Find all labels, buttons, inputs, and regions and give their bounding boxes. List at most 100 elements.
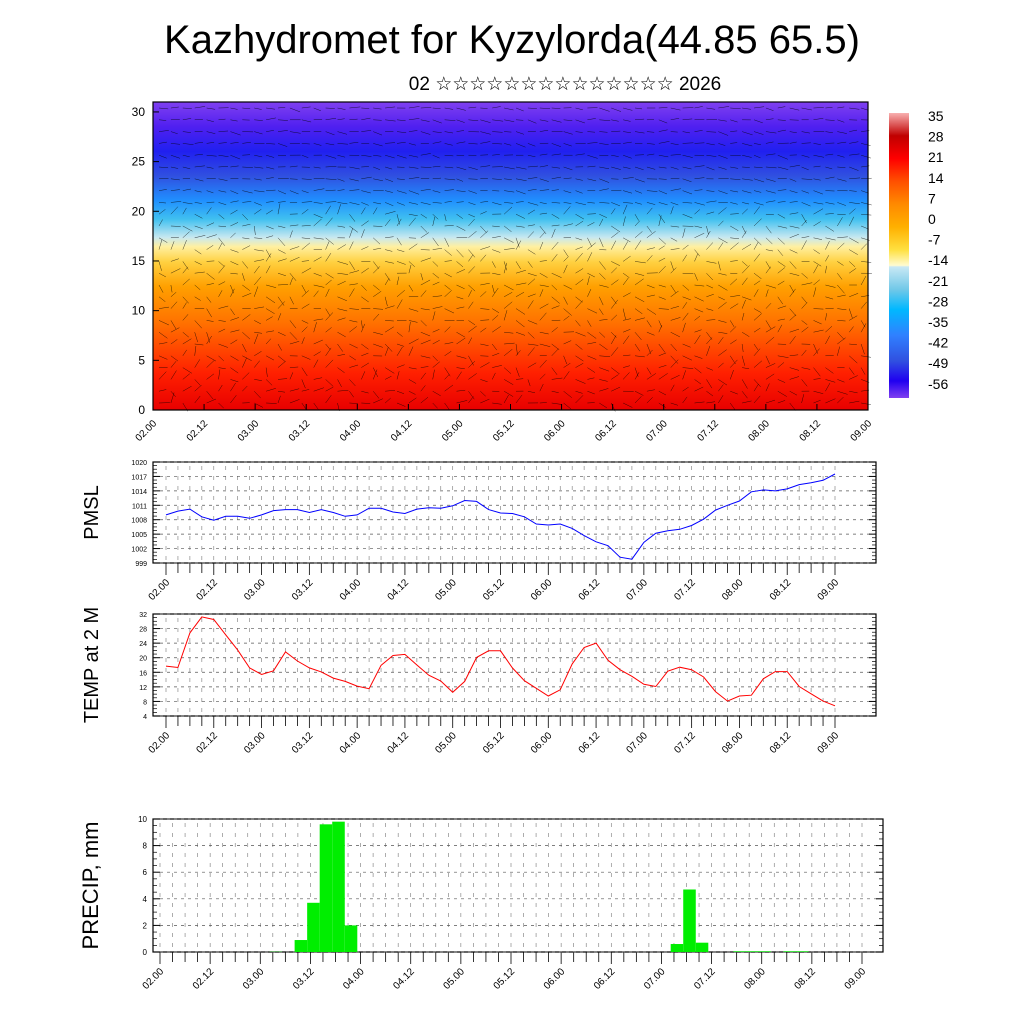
wind-barb (230, 142, 239, 144)
wind-barb (158, 141, 167, 144)
wind-barb (860, 367, 866, 375)
wind-barb (492, 326, 501, 333)
wind-barb (492, 272, 501, 276)
wind-barb (456, 201, 464, 203)
wind-barb (432, 177, 442, 180)
y-tick-label: 8 (143, 842, 148, 851)
wind-barb (551, 367, 558, 375)
wind-barb (170, 154, 181, 159)
wind-barb (373, 331, 383, 335)
wind-barb (325, 327, 332, 333)
wind-barb (444, 237, 450, 247)
wind-barb (587, 213, 596, 215)
wind-barb (242, 284, 250, 291)
wind-barb (849, 107, 860, 110)
wind-barb (289, 273, 297, 281)
wind-barb (504, 119, 515, 122)
wind-barb (372, 369, 378, 380)
wind-barb (741, 355, 746, 366)
wind-barb (504, 107, 514, 111)
wind-barb (456, 337, 466, 345)
y-tick-label: 28 (139, 627, 147, 634)
x-tick-label: 04.12 (389, 418, 415, 444)
wind-barb (599, 367, 610, 372)
wind-barb (622, 335, 630, 345)
wind-barb (158, 272, 167, 278)
wind-barb (468, 391, 475, 400)
wind-barb (325, 201, 337, 203)
wind-barb (218, 305, 229, 309)
wind-barb (313, 166, 321, 169)
wind-barb (765, 320, 772, 329)
wind-barb (670, 355, 679, 364)
wind-barb (468, 373, 477, 380)
x-tick-label: 08.00 (747, 418, 773, 444)
wind-barb (634, 231, 643, 238)
wind-barb (218, 130, 229, 132)
wind-barb (658, 141, 670, 144)
wind-barb (634, 261, 646, 264)
wind-barb (480, 165, 491, 168)
wind-barb (504, 131, 512, 133)
wind-barb (361, 284, 367, 291)
wind-barb (694, 130, 703, 132)
wind-barb (265, 253, 272, 262)
precip-bar (344, 925, 358, 952)
wind-barb (789, 212, 799, 215)
wind-barb (753, 154, 761, 159)
wind-barb (194, 359, 201, 368)
wind-barb (825, 335, 831, 345)
wind-barb (575, 343, 583, 350)
x-tick-label: 05.12 (481, 577, 507, 603)
wind-barb (694, 334, 701, 345)
wind-barb (385, 390, 396, 392)
wind-barb (813, 264, 819, 274)
wind-barb (170, 236, 179, 239)
wind-barb (373, 391, 380, 399)
wind-barb (254, 107, 262, 110)
wind-barb (277, 225, 286, 228)
wind-barb (515, 178, 527, 182)
wind-barb (444, 284, 451, 290)
wind-barb (813, 117, 824, 121)
wind-barb (623, 119, 631, 122)
wind-barb (206, 308, 212, 318)
wind-barb (789, 336, 796, 345)
wind-barb (492, 402, 502, 405)
wind-barb (194, 296, 201, 301)
wind-barb (646, 373, 657, 380)
wind-barb (765, 200, 776, 203)
wind-barb (741, 343, 744, 353)
wind-barb (587, 288, 592, 297)
wind-barb (170, 339, 178, 345)
wind-barb (373, 178, 383, 182)
wind-barb (504, 166, 515, 170)
wind-barb (313, 256, 322, 262)
wind-barb (361, 323, 366, 333)
wind-barb (622, 277, 629, 286)
wind-barb (837, 390, 848, 395)
wind-barb (158, 261, 162, 271)
wind-barb (634, 272, 645, 276)
wind-barb (230, 261, 239, 266)
wind-barb (492, 308, 500, 314)
wind-barb (313, 322, 317, 333)
wind-barb (444, 290, 452, 297)
wind-barb (801, 236, 810, 239)
wind-barb (515, 350, 521, 356)
wind-barb (349, 118, 358, 121)
wind-barb (801, 107, 812, 111)
wind-barb (373, 398, 384, 404)
wind-barb (242, 166, 253, 168)
wind-barb (420, 166, 432, 168)
y-axis-label: PMSL (81, 485, 103, 539)
wind-barb (730, 326, 737, 333)
wind-barb (480, 391, 486, 397)
wind-barb (218, 237, 225, 246)
wind-barb (825, 166, 833, 170)
wind-barb (670, 107, 681, 111)
wind-barb (813, 329, 824, 333)
wind-barb (277, 130, 288, 132)
wind-barb (432, 248, 443, 250)
